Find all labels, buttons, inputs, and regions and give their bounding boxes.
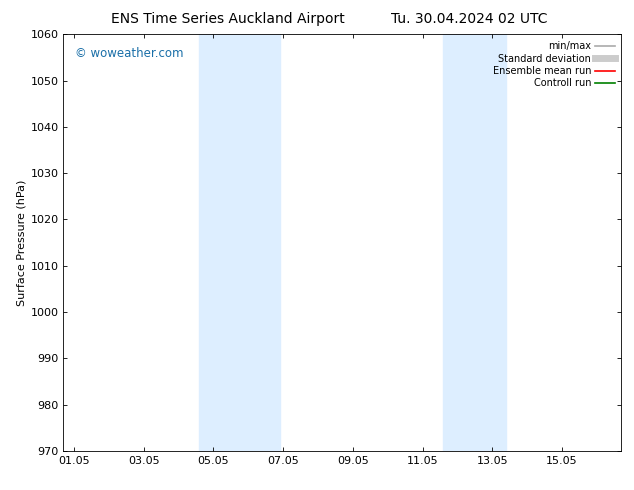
Y-axis label: Surface Pressure (hPa): Surface Pressure (hPa) [16, 179, 26, 306]
Text: ENS Time Series Auckland Airport: ENS Time Series Auckland Airport [112, 12, 345, 26]
Bar [443, 34, 506, 451]
Text: © woweather.com: © woweather.com [75, 47, 183, 60]
Bar [199, 34, 280, 451]
Text: Tu. 30.04.2024 02 UTC: Tu. 30.04.2024 02 UTC [391, 12, 547, 26]
Legend: min/max, Standard deviation, Ensemble mean run, Controll run: min/max, Standard deviation, Ensemble me… [491, 39, 616, 90]
